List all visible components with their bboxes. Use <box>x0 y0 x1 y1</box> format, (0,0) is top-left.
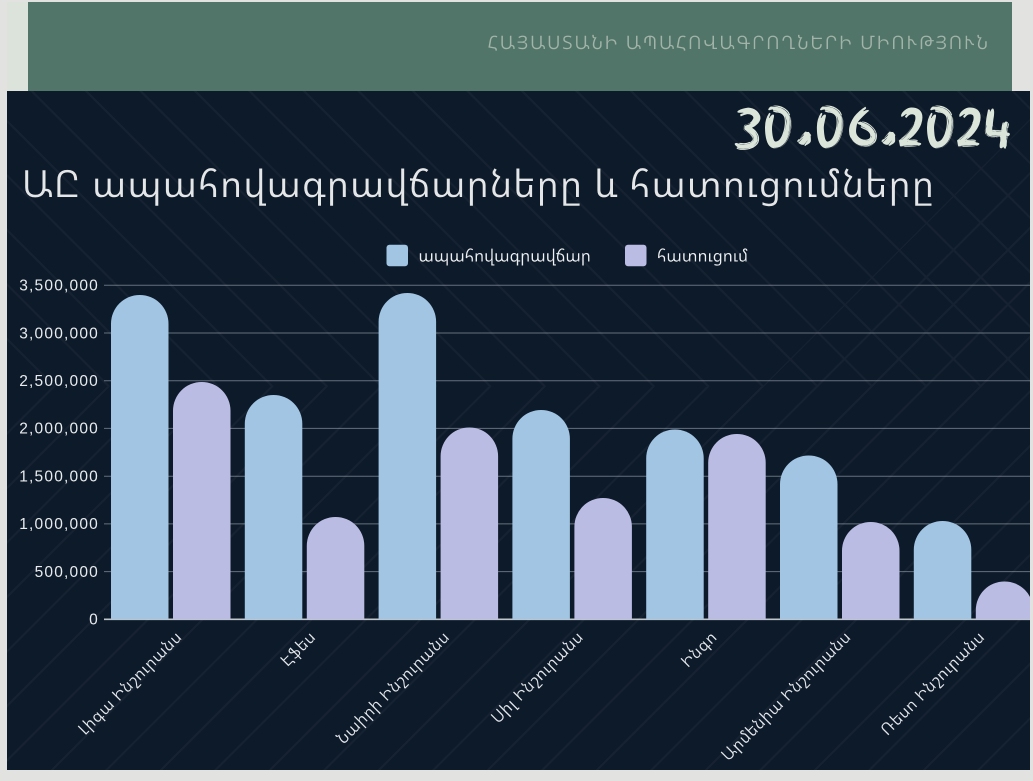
svg-text:3,000,000: 3,000,000 <box>19 325 99 342</box>
svg-text:3,500,000: 3,500,000 <box>19 278 99 295</box>
svg-text:1,500,000: 1,500,000 <box>19 469 99 486</box>
svg-text:2,000,000: 2,000,000 <box>19 421 99 438</box>
svg-text:1,000,000: 1,000,000 <box>19 516 99 533</box>
svg-text:2,500,000: 2,500,000 <box>19 373 99 390</box>
svg-text:0: 0 <box>89 612 99 629</box>
svg-text:500,000: 500,000 <box>35 564 99 581</box>
